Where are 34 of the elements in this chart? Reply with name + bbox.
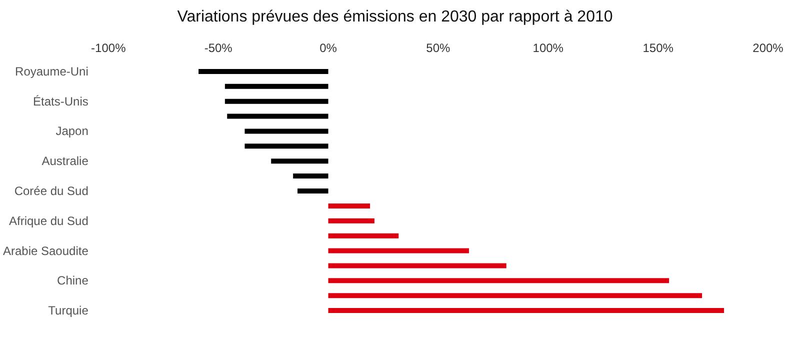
y-tick-label: Turquie bbox=[48, 304, 89, 318]
bar bbox=[328, 293, 702, 298]
bar bbox=[293, 174, 328, 179]
bar bbox=[328, 203, 370, 208]
bar bbox=[328, 248, 469, 254]
bar bbox=[198, 68, 328, 74]
x-tick-label: 100% bbox=[532, 41, 564, 55]
bar bbox=[227, 114, 328, 119]
bar bbox=[244, 128, 328, 134]
y-tick-label: Japon bbox=[56, 124, 88, 138]
y-tick-label: Royaume-Uni bbox=[15, 64, 88, 78]
x-tick-label: 200% bbox=[752, 41, 784, 55]
bar bbox=[297, 188, 328, 194]
bar bbox=[224, 84, 328, 89]
bar bbox=[328, 308, 724, 314]
x-tick-label: -100% bbox=[91, 41, 126, 55]
bar bbox=[328, 218, 374, 224]
bar bbox=[328, 278, 670, 284]
y-tick-label: Corée du Sud bbox=[14, 184, 88, 198]
bar bbox=[244, 144, 328, 149]
bar bbox=[224, 98, 328, 104]
y-tick-label: États-Unis bbox=[33, 94, 88, 108]
x-tick-label: 150% bbox=[642, 41, 674, 55]
chart-title: Variations prévues des émissions en 2030 par rapport à 2010 bbox=[177, 8, 613, 26]
bar bbox=[328, 233, 399, 238]
x-tick-label: 0% bbox=[320, 41, 338, 55]
bar bbox=[328, 263, 506, 268]
x-tick-label: -50% bbox=[204, 41, 233, 55]
y-tick-label: Arabie Saoudite bbox=[2, 244, 89, 258]
y-tick-label: Afrique du Sud bbox=[9, 214, 88, 228]
bar bbox=[271, 158, 328, 164]
y-tick-label: Chine bbox=[57, 274, 89, 288]
y-tick-label: Australie bbox=[42, 154, 89, 168]
x-tick-label: 50% bbox=[426, 41, 451, 55]
